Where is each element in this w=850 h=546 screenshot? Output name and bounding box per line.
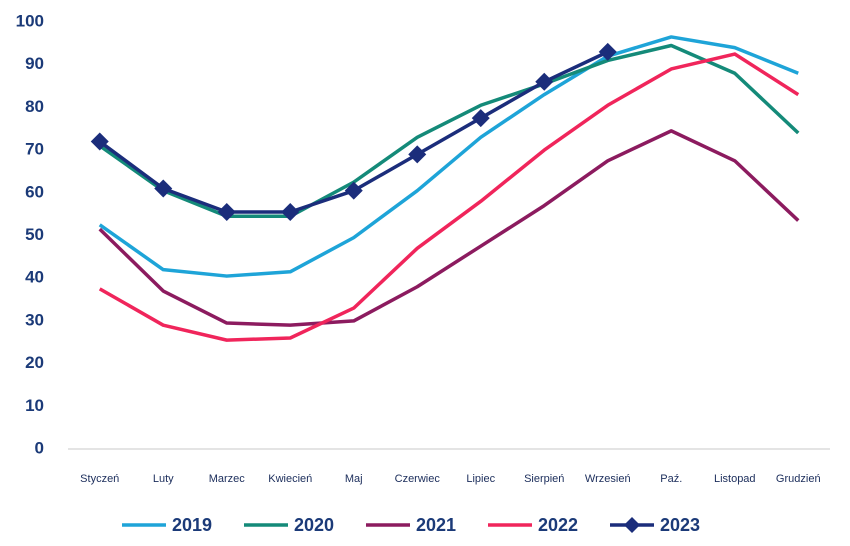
x-tick-label: Paź. [660, 473, 682, 485]
legend-marker [624, 517, 640, 533]
x-tick-label: Sierpień [524, 473, 564, 485]
y-tick-label: 20 [25, 353, 44, 372]
marker [217, 203, 236, 222]
y-tick-label: 40 [25, 268, 44, 287]
legend-label: 2019 [172, 515, 212, 535]
x-tick-label: Marzec [209, 473, 246, 485]
y-tick-label: 50 [25, 225, 44, 244]
series-line [98, 35, 799, 278]
legend-label: 2023 [660, 515, 700, 535]
marker [408, 145, 427, 164]
marker [535, 72, 554, 91]
series-line [98, 129, 800, 327]
marker [598, 42, 617, 61]
x-tick-label: Grudzień [776, 473, 821, 485]
y-tick-label: 70 [25, 140, 44, 159]
marker [281, 203, 300, 222]
legend-label: 2021 [416, 515, 456, 535]
y-tick-label: 30 [25, 310, 44, 329]
x-tick-label: Lipiec [466, 473, 495, 485]
marker [344, 181, 363, 200]
y-tick-label: 0 [35, 438, 44, 457]
x-tick-label: Kwiecień [268, 473, 312, 485]
y-tick-label: 80 [25, 97, 44, 116]
x-tick-label: Wrzesień [585, 473, 631, 485]
x-tick-label: Czerwiec [395, 473, 441, 485]
x-tick-label: Listopad [714, 473, 756, 485]
y-tick-label: 100 [16, 11, 44, 30]
y-tick-label: 10 [25, 396, 44, 415]
x-tick-label: Luty [153, 473, 174, 485]
x-tick-label: Styczeń [80, 473, 119, 485]
series-line [98, 43, 800, 219]
x-tick-label: Maj [345, 473, 363, 485]
marker [90, 132, 109, 151]
marker [154, 179, 173, 198]
marker [471, 109, 490, 128]
y-tick-label: 60 [25, 182, 44, 201]
series-line [98, 52, 800, 342]
legend-label: 2020 [294, 515, 334, 535]
legend-label: 2022 [538, 515, 578, 535]
y-tick-label: 90 [25, 54, 44, 73]
